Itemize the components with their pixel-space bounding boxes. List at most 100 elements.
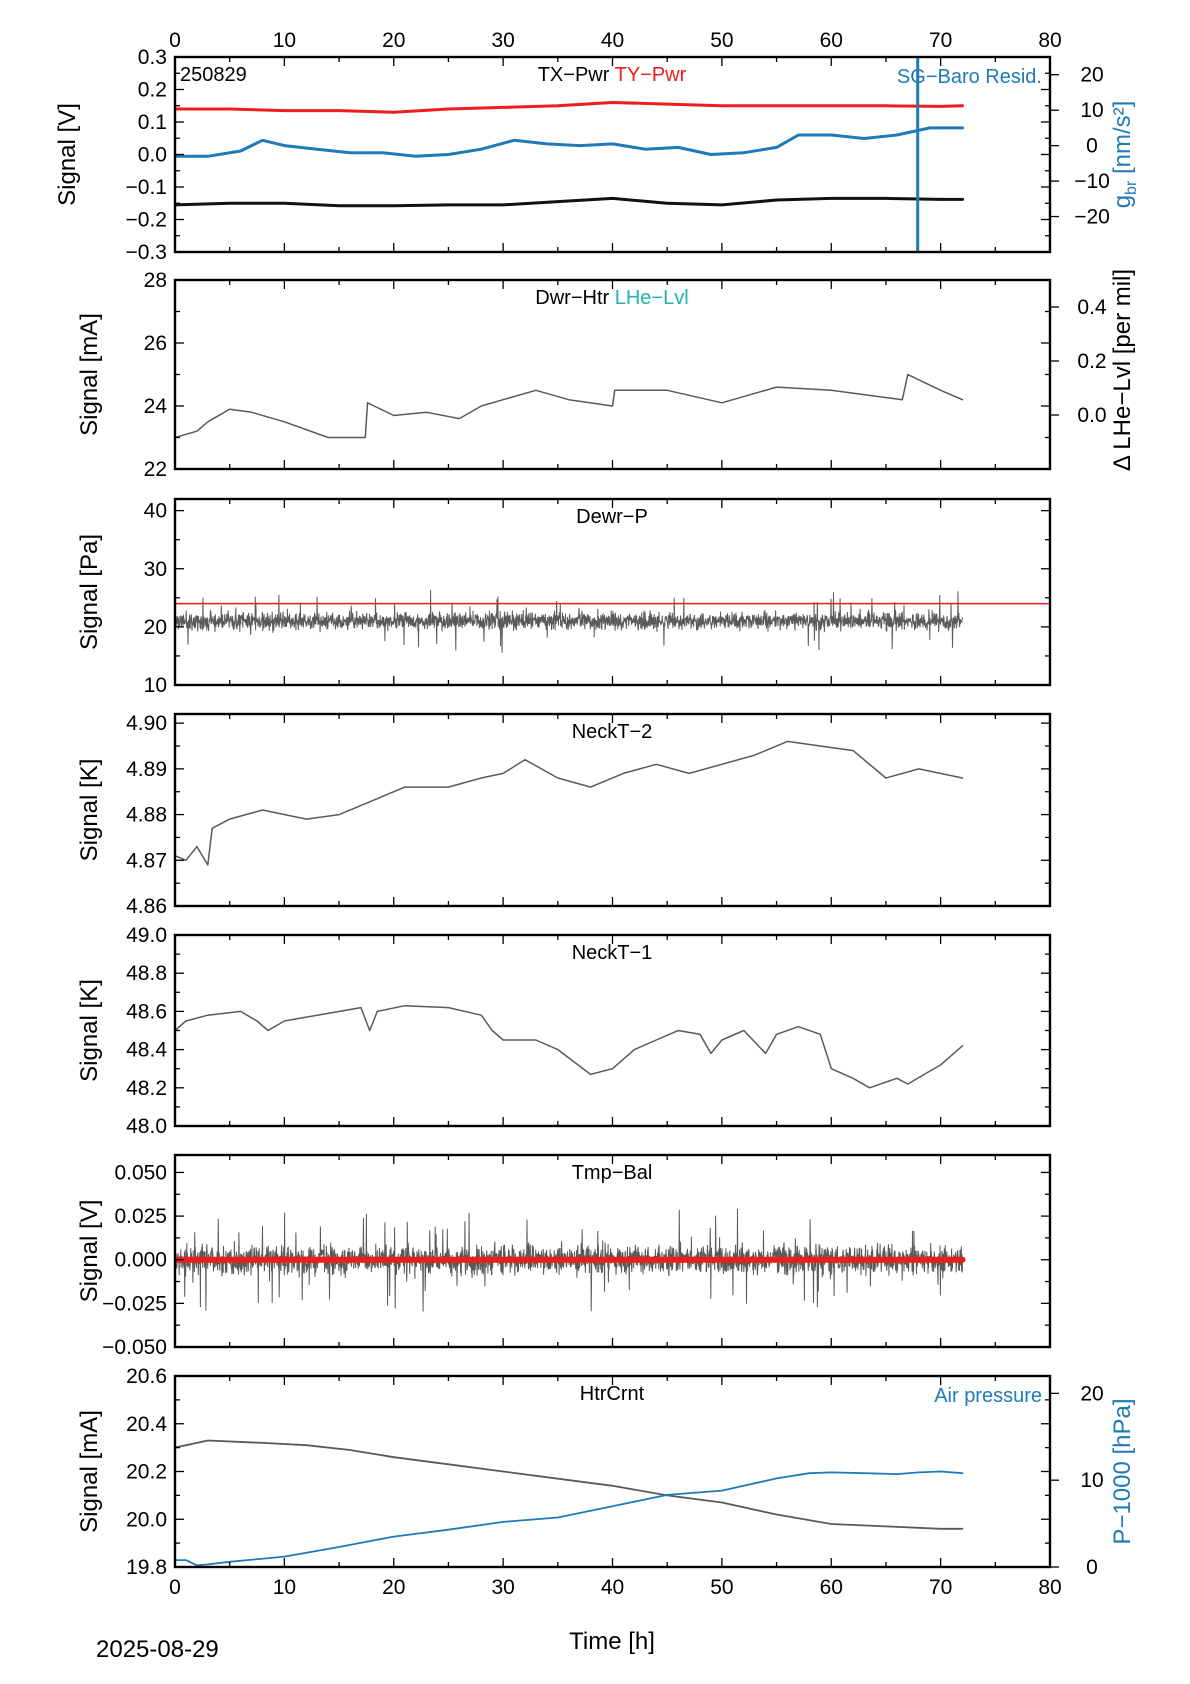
panel-title-part: LHe−Lvl <box>609 287 689 309</box>
y2-tick-label: 10 <box>1080 99 1103 122</box>
series-0-1 <box>175 196 964 208</box>
x-tick-label: 60 <box>820 1576 843 1599</box>
y-axis-title: Signal [Pa] <box>76 534 103 650</box>
x-tick-label: 70 <box>929 1576 952 1599</box>
y-axis-title: Signal [K] <box>76 759 103 862</box>
panel-title-part: NeckT−1 <box>572 942 653 964</box>
y2-axis-title: gbr [nm/s²] <box>1109 101 1140 209</box>
x-tick-label: 30 <box>491 1576 514 1599</box>
y-tick-label: 4.86 <box>126 895 167 918</box>
x-axis-title: Time [h] <box>569 1628 655 1655</box>
y2-axis-title: Δ LHe−Lvl [per mil] <box>1109 269 1136 471</box>
y2-tick-label: 0.0 <box>1077 404 1106 427</box>
y-tick-label: 48.6 <box>126 1000 167 1023</box>
series-0-2 <box>175 126 964 158</box>
panel-7: 0 10 20 30 40 50 60 70 80 19.8 20.0 20.2 20.4 20.6 Sig… <box>76 1365 1136 1599</box>
panel-title: HtrCrnt <box>580 1383 645 1405</box>
plot-area <box>175 740 964 866</box>
panel-title-part: Dwr−Htr <box>535 287 609 309</box>
y2-tick-label: −20 <box>1074 206 1110 229</box>
plot-area <box>175 373 964 439</box>
y2-tick-label: −10 <box>1074 170 1110 193</box>
panel-title: NeckT−2 <box>572 721 653 743</box>
y-tick-label: 4.88 <box>126 804 167 827</box>
x-tick-label: 20 <box>382 1576 405 1599</box>
y-axis-title: Signal [V] <box>76 1200 103 1303</box>
y-tick-label: 26 <box>144 332 167 355</box>
y2-tick-label: 0 <box>1086 135 1098 158</box>
y-tick-label: 48.8 <box>126 962 167 985</box>
y-tick-label: 30 <box>144 558 167 581</box>
y-tick-label: 40 <box>144 500 167 523</box>
series-6-1 <box>175 1470 964 1567</box>
y-tick-label: 22 <box>144 458 167 481</box>
y2-series-title: SG−Baro Resid. <box>897 66 1042 88</box>
y-tick-label: 48.2 <box>126 1077 167 1100</box>
y-tick-label: −0.1 <box>126 176 167 199</box>
y-tick-label: 24 <box>144 395 168 418</box>
x-tick-label: 0 <box>169 29 181 52</box>
y2-axis-title: P−1000 [hPa] <box>1109 1398 1136 1544</box>
panel-tag: 250829 <box>180 64 247 86</box>
y-tick-label: 0.025 <box>114 1205 167 1228</box>
y-tick-label: 0.1 <box>138 111 167 134</box>
panel-title: TX−Pwr TY−Pwr <box>538 64 687 86</box>
panel-5: 48.0 48.2 48.4 48.6 48.8 49.0 Signal [K] NeckT−… <box>76 924 1052 1138</box>
y-tick-label: 0.2 <box>138 79 167 102</box>
x-tick-label: 80 <box>1038 29 1061 52</box>
y-tick-label: 0.3 <box>138 46 167 69</box>
y2-series-title: Air pressure <box>934 1385 1042 1407</box>
x-tick-label: 30 <box>491 29 514 52</box>
y-tick-label: 4.90 <box>126 712 167 735</box>
x-tick-label: 80 <box>1038 1576 1061 1599</box>
x-tick-label: 60 <box>820 29 843 52</box>
y-axis-title: Signal [V] <box>54 103 81 206</box>
y2-tick-label: 20 <box>1080 1382 1103 1405</box>
y2-tick-label: 10 <box>1080 1469 1103 1492</box>
x-tick-label: 20 <box>382 29 405 52</box>
x-tick-label: 40 <box>601 29 624 52</box>
y-tick-label: 28 <box>144 269 167 292</box>
y-tick-label: 10 <box>144 674 167 697</box>
date-label: 2025-08-29 <box>96 1636 219 1663</box>
x-tick-label: 10 <box>273 29 296 52</box>
panel-1: 0 10 20 30 40 50 60 70 80 −0.3 −0.2 −0.1 0.0 0.1 0.2 0.… <box>54 29 1140 264</box>
panel-title: NeckT−1 <box>572 942 653 964</box>
y-tick-label: 20.2 <box>126 1461 167 1484</box>
series-2-0 <box>175 589 963 653</box>
plot-area <box>175 1439 964 1567</box>
x-tick-label: 40 <box>601 1576 624 1599</box>
y-tick-label: −0.3 <box>126 241 167 264</box>
y2-tick-label: 0 <box>1086 1556 1098 1579</box>
panel-title-part: NeckT−2 <box>572 721 653 743</box>
y-axis-title: Signal [K] <box>76 979 103 1082</box>
panel-title-part: TY−Pwr <box>609 64 686 86</box>
y2-tick-label: 0.4 <box>1077 296 1107 319</box>
y-tick-label: 0.0 <box>138 144 167 167</box>
plot-area <box>175 57 964 252</box>
y-tick-label: 0.000 <box>114 1249 167 1272</box>
y-tick-label: −0.050 <box>102 1336 167 1359</box>
y2-tick-label: 0.2 <box>1077 350 1106 373</box>
panel-title-part: HtrCrnt <box>580 1383 645 1405</box>
y-tick-label: 20.6 <box>126 1365 167 1388</box>
y-tick-label: 49.0 <box>126 924 167 947</box>
y-axis-title: Signal [mA] <box>76 1410 103 1533</box>
plot-area <box>175 1208 966 1312</box>
x-tick-label: 50 <box>710 1576 733 1599</box>
y2-tick-label: 20 <box>1080 64 1103 87</box>
series-6-0 <box>175 1439 964 1530</box>
panel-title: Dewr−P <box>576 506 648 528</box>
plot-area <box>175 1004 964 1089</box>
panel-6: −0.050 −0.025 0.000 0.025 0.050 Signal [V] Tmp… <box>76 1153 1052 1359</box>
y-tick-label: 20 <box>144 616 167 639</box>
series-0-0 <box>175 101 964 114</box>
y-axis-title: Signal [mA] <box>76 313 103 436</box>
series-3-0 <box>175 740 964 866</box>
y-tick-label: 0.050 <box>114 1161 167 1184</box>
y-tick-label: −0.2 <box>126 209 167 232</box>
panel-title-part: TX−Pwr <box>538 64 610 86</box>
panel-3: 10 20 30 40 Signal [Pa] Dewr−P <box>76 497 1052 697</box>
x-tick-label: 50 <box>710 29 733 52</box>
plot-area <box>175 589 1050 653</box>
